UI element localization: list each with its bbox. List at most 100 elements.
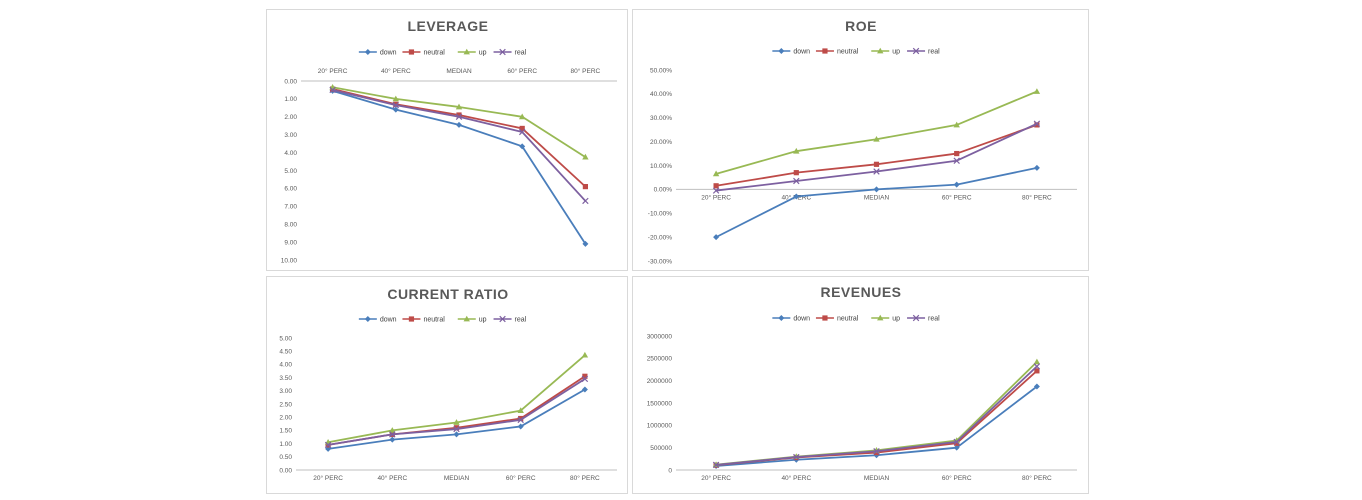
roe-chart: ROE down neutral up real 50.00% 40.00% 30.00% 20… — [632, 9, 1089, 271]
roe-point-up — [1033, 88, 1041, 94]
revenues-point-real — [873, 448, 880, 455]
roe-point-neutral — [1034, 122, 1040, 128]
current-ratio-legend-label-real: real — [515, 316, 527, 323]
leverage-point-real — [582, 197, 589, 205]
roe-xtick-label: 60° PERC — [942, 193, 972, 201]
leverage-series-up — [329, 83, 589, 160]
roe-legend-label-real: real — [928, 48, 940, 55]
roe-point-up — [873, 135, 880, 142]
roe-ytick-label: 0.00% — [654, 187, 673, 194]
revenues-ytick-label: 1000000 — [647, 423, 673, 430]
revenues-legend-neutral: neutral — [815, 315, 859, 322]
current-ratio-ytick-label: 4.50 — [279, 349, 292, 356]
roe-legend-label-up: up — [892, 48, 900, 55]
leverage-ytick-label: 2.00 — [284, 114, 297, 121]
roe-ytick-label: 20.00% — [650, 139, 672, 146]
revenues-xtick-label: 20° PERC — [701, 474, 731, 482]
revenues-legend-up: up — [871, 314, 900, 322]
roe-point-real — [793, 177, 800, 185]
leverage-ytick-label: 4.00 — [284, 150, 297, 157]
revenues-point-real — [1033, 363, 1041, 370]
current-ratio-ytick-label: 5.00 — [279, 335, 292, 342]
current-ratio-ytick-label: 0.00 — [279, 467, 292, 474]
current-ratio-legend-up: up — [457, 315, 487, 323]
roe-chart-svg: ROE down neutral up real 50.00% 40.00% 30.00% 20… — [648, 18, 1077, 265]
roe-point-real — [873, 168, 880, 175]
revenues-ytick-label: 1500000 — [647, 400, 673, 407]
current-ratio-legend-neutral: neutral — [402, 316, 445, 323]
revenues-point-up — [1033, 358, 1041, 365]
leverage-legend-label-neutral: neutral — [423, 49, 445, 56]
leverage-ytick-label: 9.00 — [284, 239, 297, 246]
roe-line-real — [715, 122, 1038, 192]
revenues-ytick-label: 2000000 — [647, 378, 673, 385]
leverage-xtick-label: 20° PERC — [318, 67, 348, 75]
revenues-xtick-label: 80° PERC — [1022, 474, 1052, 482]
current-ratio-ytick-label: 3.00 — [279, 388, 292, 395]
leverage-legend-label-real: real — [515, 49, 527, 56]
current-ratio-point-real — [324, 441, 332, 449]
roe-ytick-label: -30.00% — [648, 258, 672, 265]
current-ratio-point-real — [517, 416, 524, 424]
leverage-point-real — [455, 113, 463, 121]
current-ratio-legend-label-neutral: neutral — [423, 316, 445, 323]
revenues-chart: REVENUES down neutral up real 3000000 2500000 2… — [632, 276, 1089, 494]
revenues-xtick-label: MEDIAN — [864, 475, 890, 482]
leverage-ytick-label: 8.00 — [284, 222, 297, 229]
revenues-legend-real: real — [907, 314, 940, 322]
roe-point-neutral — [873, 161, 880, 167]
leverage-legend-marker-down — [364, 49, 371, 55]
roe-xtick-label: MEDIAN — [864, 194, 890, 201]
current-ratio-point-down — [517, 423, 524, 430]
leverage-ytick-label: 5.00 — [284, 168, 297, 175]
leverage-chart-svg: LEVERAGE down neutral up real 0.00 1.00 2.00 3.0… — [281, 18, 617, 264]
leverage-ytick-label: 6.00 — [284, 186, 297, 193]
current-ratio-point-neutral — [453, 425, 460, 431]
roe-legend-real: real — [907, 47, 940, 55]
current-ratio-ytick-label: 2.50 — [279, 401, 292, 408]
leverage-xtick-label: 80° PERC — [571, 67, 601, 75]
leverage-series-real — [329, 86, 589, 205]
revenues-series-real — [712, 363, 1041, 469]
roe-point-down — [873, 186, 880, 193]
revenues-point-real — [793, 453, 800, 461]
current-ratio-point-down — [389, 436, 396, 443]
current-ratio-xtick-label: 40° PERC — [377, 474, 407, 482]
roe-series-neutral — [713, 122, 1040, 189]
current-ratio-xtick-label: 60° PERC — [506, 474, 536, 482]
roe-point-neutral — [954, 150, 960, 157]
current-ratio-chart: CURRENT RATIO down neutral up real 5.00 4.50 4.… — [266, 276, 628, 494]
roe-point-down — [713, 234, 720, 241]
leverage-xtick-label: MEDIAN — [446, 68, 472, 75]
roe-title: ROE — [845, 18, 877, 34]
roe-point-real — [712, 187, 720, 194]
leverage-chart: LEVERAGE down neutral up real 0.00 1.00 2.00 3.0… — [266, 9, 628, 271]
current-ratio-ytick-label: 1.50 — [279, 428, 292, 435]
revenues-point-neutral — [954, 440, 960, 446]
roe-legend-neutral: neutral — [815, 48, 859, 55]
current-ratio-ytick-label: 3.50 — [279, 375, 292, 382]
revenues-xtick-label: 60° PERC — [942, 474, 972, 482]
roe-ytick-label: 40.00% — [650, 91, 672, 98]
revenues-legend-marker-up — [877, 314, 884, 321]
revenues-point-real — [953, 438, 960, 446]
revenues-xtick-label: 40° PERC — [781, 474, 811, 482]
revenues-legend-label-real: real — [928, 315, 940, 322]
leverage-legend-marker-up — [463, 48, 470, 55]
revenues-ytick-label: 0 — [668, 467, 672, 474]
roe-legend-down: down — [772, 48, 810, 55]
revenues-point-down — [1033, 383, 1040, 390]
leverage-legend-neutral: neutral — [402, 49, 445, 56]
current-ratio-ytick-label: 1.00 — [279, 441, 292, 448]
roe-ytick-label: -20.00% — [648, 234, 672, 241]
leverage-point-up — [455, 103, 463, 110]
roe-point-up — [793, 147, 800, 154]
leverage-point-real — [329, 86, 336, 94]
roe-xtick-label: 20° PERC — [701, 193, 731, 201]
leverage-ytick-label: 1.00 — [284, 96, 297, 103]
current-ratio-point-real — [389, 431, 396, 438]
current-ratio-legend-marker-up — [463, 315, 470, 322]
leverage-legend-marker-neutral — [408, 49, 415, 55]
revenues-point-real — [712, 461, 720, 469]
revenues-title: REVENUES — [820, 284, 901, 300]
